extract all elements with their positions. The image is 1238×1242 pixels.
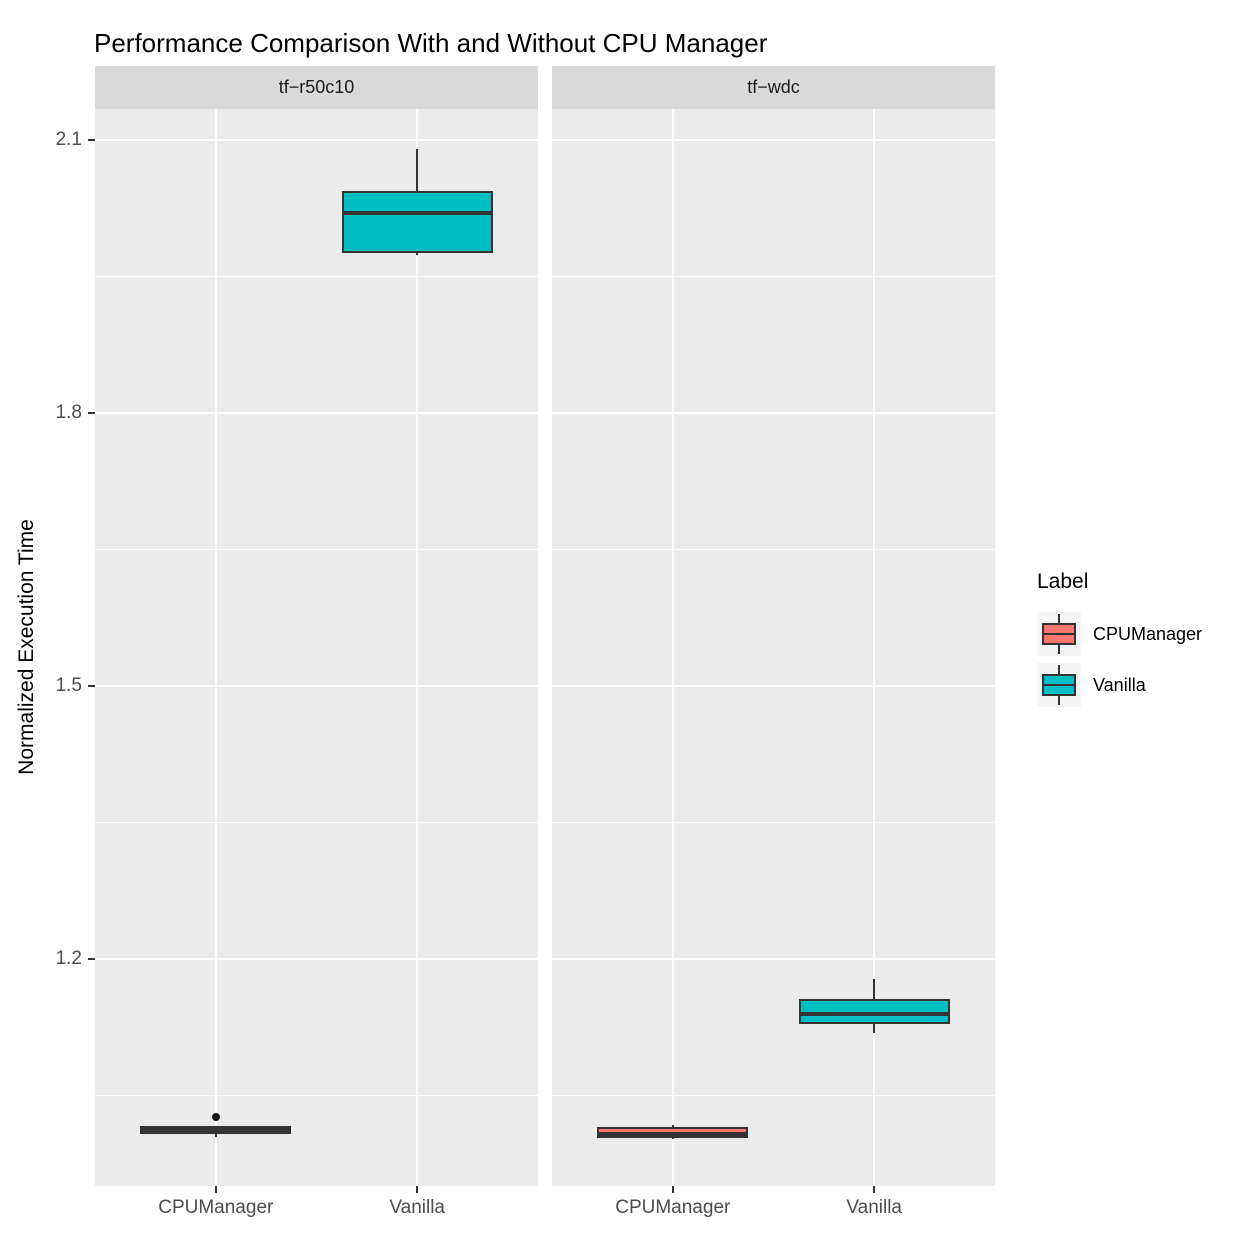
median-line [800, 1011, 948, 1016]
panel [95, 109, 538, 1186]
legend-entry: Vanilla [1037, 663, 1202, 707]
facet-strip-label: tf−r50c10 [278, 77, 355, 97]
gridline-major [95, 138, 538, 142]
legend-entry-label: CPUManager [1093, 623, 1203, 644]
gridline-major [552, 957, 995, 961]
gridline-minor [552, 1094, 995, 1097]
legend-key-median [1044, 684, 1074, 686]
legend-title: Label [1037, 570, 1089, 593]
median-line [343, 210, 491, 215]
gridline-vertical [872, 109, 876, 1186]
gridline-minor [95, 275, 538, 278]
box-vanilla [341, 190, 493, 253]
gridline-minor [552, 821, 995, 824]
gridline-major [552, 138, 995, 142]
outlier-point [211, 1113, 220, 1122]
legend-key-median [1044, 633, 1074, 635]
legend-items: CPUManager Vanilla [1037, 612, 1202, 707]
gridline-major [552, 411, 995, 415]
facet-strip-label: tf−wdc [747, 77, 800, 97]
legend-entry: CPUManager [1037, 612, 1202, 656]
legend-key-boxplot-icon [1037, 663, 1081, 707]
gridline-minor [95, 1094, 538, 1097]
panel [552, 109, 995, 1186]
gridline-vertical [415, 109, 419, 1186]
gridline-minor [95, 821, 538, 824]
gridline-minor [95, 548, 538, 551]
gridline-major [95, 411, 538, 415]
gridline-major [552, 684, 995, 688]
gridline-minor [552, 548, 995, 551]
legend: Label CPUManager Vanilla [1037, 570, 1202, 707]
facet-strip: tf−r50c10 [95, 66, 538, 109]
median-line [599, 1131, 747, 1136]
gridline-major [95, 684, 538, 688]
facet-strip: tf−wdc [552, 66, 995, 109]
legend-entry-label: Vanilla [1093, 674, 1146, 695]
gridline-minor [552, 275, 995, 278]
box-vanilla [798, 999, 950, 1024]
gridline-vertical [214, 109, 218, 1186]
gridline-vertical [671, 109, 675, 1186]
median-line [142, 1128, 290, 1133]
chart-title: Performance Comparison With and Without … [94, 28, 768, 58]
legend-key-boxplot-icon [1037, 612, 1081, 656]
gridline-major [95, 957, 538, 961]
